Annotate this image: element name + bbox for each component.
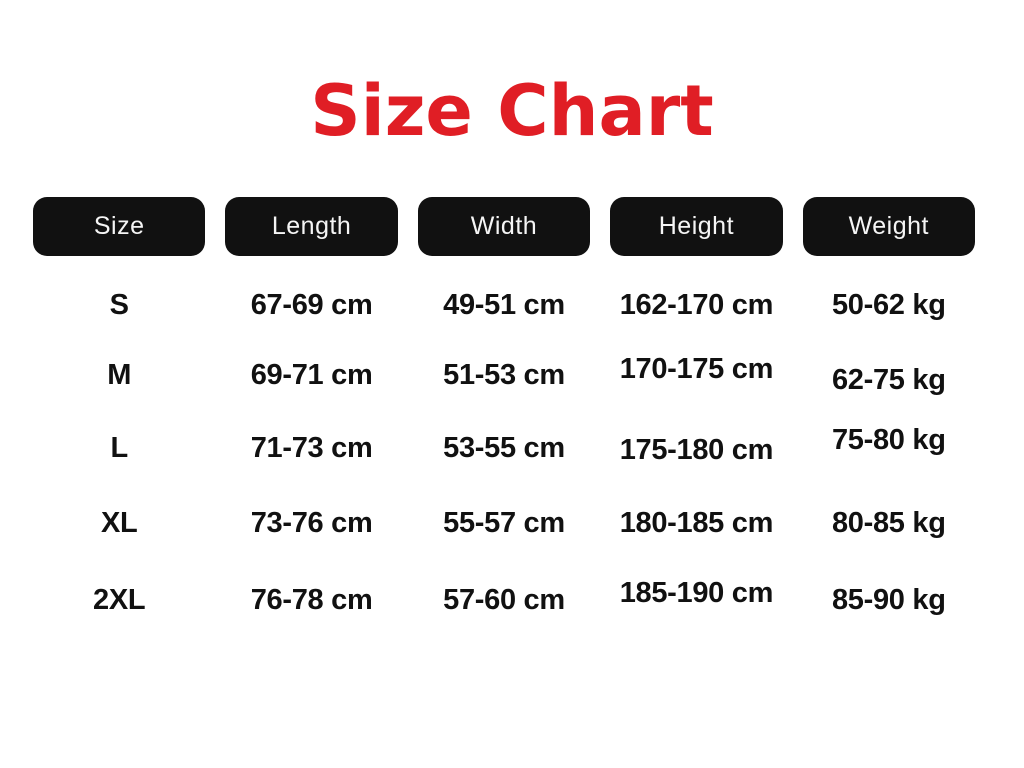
table-row-m: M 69-71 cm 51-53 cm 170-175 cm 62-75 kg [33,353,975,397]
cell-weight: 50-62 kg [831,288,946,321]
cell-width: 49-51 cm [443,288,565,321]
cell-weight: 62-75 kg [831,363,946,396]
cell-height: 185-190 cm [619,576,774,609]
column-header-size: Size [33,197,206,256]
cell-size: 2XL [93,583,146,616]
cell-size: S [109,288,129,321]
table-row-l: L 71-73 cm 53-55 cm 175-180 cm 75-80 kg [33,424,975,470]
cell-width: 51-53 cm [443,358,565,391]
cell-length: 73-76 cm [250,506,373,539]
cell-weight: 80-85 kg [831,506,946,539]
page-title: Size Chart [310,70,714,152]
cell-size: L [110,431,128,464]
cell-weight: 75-80 kg [831,423,946,456]
cell-size: XL [100,506,138,539]
cell-height: 170-175 cm [619,352,774,385]
cell-height: 180-185 cm [619,506,774,539]
cell-width: 53-55 cm [443,431,565,464]
cell-height: 162-170 cm [619,288,774,321]
table-header-row: Size Length Width Height Weight [33,197,975,256]
table-row-2xl: 2XL 76-78 cm 57-60 cm 185-190 cm 85-90 kg [33,577,975,622]
cell-weight: 85-90 kg [831,583,946,616]
size-table: Size Length Width Height Weight S 67-69 cm 49-… [33,197,975,637]
cell-size: M [107,358,132,391]
cell-length: 67-69 cm [250,288,373,321]
table-row-xl: XL 73-76 cm 55-57 cm 180-185 cm 80-85 kg [33,501,975,545]
table-row-s: S 67-69 cm 49-51 cm 162-170 cm 50-62 kg [33,283,975,327]
cell-width: 55-57 cm [443,506,565,539]
cell-height: 175-180 cm [619,433,774,466]
column-header-width: Width [417,197,591,256]
cell-length: 69-71 cm [250,358,373,391]
column-header-length: Length [225,197,398,256]
column-header-weight: Weight [802,197,975,256]
cell-length: 71-73 cm [250,431,373,464]
cell-length: 76-78 cm [250,583,373,616]
column-header-height: Height [610,197,783,256]
cell-width: 57-60 cm [443,583,565,616]
